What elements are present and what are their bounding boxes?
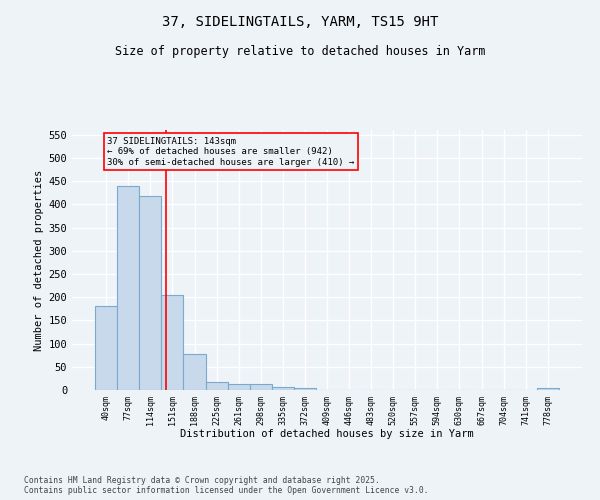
Bar — [537, 388, 559, 390]
Bar — [117, 186, 139, 390]
Text: Size of property relative to detached houses in Yarm: Size of property relative to detached ho… — [115, 45, 485, 58]
Y-axis label: Number of detached properties: Number of detached properties — [34, 170, 44, 350]
X-axis label: Distribution of detached houses by size in Yarm: Distribution of detached houses by size … — [180, 429, 474, 439]
Bar — [184, 354, 206, 390]
Bar — [294, 388, 316, 390]
Bar — [161, 296, 184, 390]
Bar — [95, 306, 117, 390]
Bar — [250, 384, 272, 390]
Bar — [206, 382, 227, 390]
Text: 37 SIDELINGTAILS: 143sqm
← 69% of detached houses are smaller (942)
30% of semi-: 37 SIDELINGTAILS: 143sqm ← 69% of detach… — [107, 137, 355, 167]
Text: Contains HM Land Registry data © Crown copyright and database right 2025.
Contai: Contains HM Land Registry data © Crown c… — [24, 476, 428, 495]
Bar — [139, 196, 161, 390]
Text: 37, SIDELINGTAILS, YARM, TS15 9HT: 37, SIDELINGTAILS, YARM, TS15 9HT — [162, 15, 438, 29]
Bar — [272, 387, 294, 390]
Bar — [227, 384, 250, 390]
